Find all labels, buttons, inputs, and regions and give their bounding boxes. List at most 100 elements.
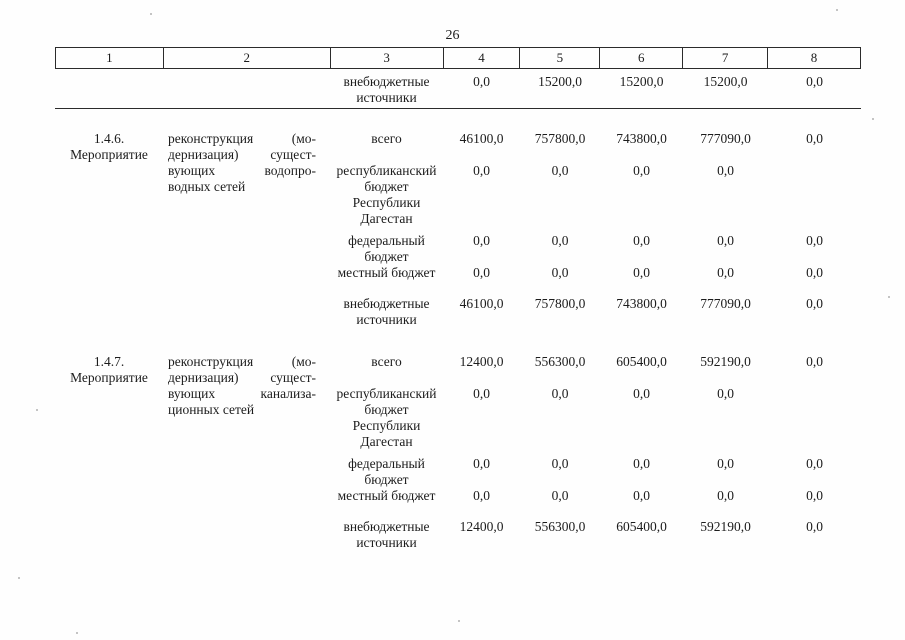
funding-source-cell: внебюджетные источники [330, 519, 443, 551]
value-cell-col8: 0,0 [806, 296, 823, 311]
column-header-4: 4 [444, 48, 521, 68]
funding-source-line: внебюджетные [343, 296, 430, 311]
value-cell-col6: 605400,0 [616, 519, 667, 534]
value-cell-col7: 592190,0 [700, 519, 751, 534]
value-cell-col7: 777090,0 [700, 296, 751, 311]
value-cell-col5: 0,0 [551, 488, 569, 503]
value-cell-col6: 0,0 [633, 163, 650, 178]
value-cell-col6: 743800,0 [616, 131, 667, 146]
funding-source-line: местный бюджет [337, 265, 436, 280]
value-cell-col8: 0,0 [806, 265, 823, 280]
funding-source-cell: местный бюджет [330, 265, 443, 281]
value-cell-col5: 15200,0 [538, 74, 582, 89]
value-cell-col8: 0,0 [806, 131, 823, 146]
funding-source-cell: федеральный бюджет [330, 456, 443, 488]
column-header-3: 3 [331, 48, 444, 68]
funding-source-line: всего [371, 131, 402, 146]
funding-source-cell: всего [330, 354, 443, 370]
value-cell-col4: 0,0 [473, 386, 490, 401]
table-row-republic-budget: республиканский бюджет Республики Дагест… [330, 163, 861, 227]
measure-block-1-4-7: 1.4.7. Мероприятие реконструкция (мо- де… [55, 354, 861, 551]
scan-speck [458, 620, 460, 622]
value-cell-col4: 0,0 [473, 163, 490, 178]
table-header-row: 1 2 3 4 5 6 7 8 [55, 47, 861, 69]
scan-speck [888, 296, 890, 298]
measure-description-cell: реконструкция (мо- дернизация) сущест- в… [163, 354, 330, 418]
value-cell-col4: 46100,0 [459, 131, 504, 146]
scan-speck [872, 118, 874, 120]
scan-speck [18, 577, 20, 579]
value-cell-col7: 0,0 [717, 163, 734, 178]
value-cell-col6: 0,0 [633, 386, 650, 401]
value-cell-col8: 0,0 [806, 488, 823, 503]
value-cell-col8: 0,0 [806, 233, 823, 248]
table-row-continuation: внебюджетные источники 0,0 15200,0 15200… [55, 69, 861, 109]
value-cell-col8: 0,0 [806, 354, 823, 369]
funding-source-line: источники [356, 312, 417, 327]
funding-source-cell: внебюджетные источники [330, 74, 443, 106]
page-number: 26 [445, 28, 460, 43]
table-row-total: всего 46100,0 757800,0 743800,0 777090,0… [330, 131, 861, 147]
measure-label: Мероприятие [70, 147, 148, 162]
measure-number-cell: 1.4.7. Мероприятие [55, 354, 163, 386]
funding-source-cell: республиканский бюджет Республики Дагест… [330, 163, 443, 227]
table-row-local-budget: местный бюджет 0,0 0,0 0,0 0,0 0,0 [330, 265, 861, 281]
value-cell-col5: 0,0 [551, 386, 569, 401]
funding-source-line: всего [371, 354, 402, 369]
funding-source-line: Республики [352, 418, 421, 433]
funding-source-line: внебюджетные [343, 519, 430, 534]
column-header-2: 2 [164, 48, 331, 68]
value-cell-col4: 0,0 [473, 488, 490, 503]
value-cell-col5: 0,0 [551, 265, 569, 280]
value-cell-col7: 592190,0 [700, 354, 751, 369]
funding-source-line: бюджет [364, 179, 409, 194]
value-cell-col4: 0,0 [473, 456, 490, 471]
value-cell-col5: 0,0 [551, 456, 569, 471]
value-cell-col6: 0,0 [633, 488, 650, 503]
value-cell-col5: 0,0 [551, 163, 569, 178]
column-header-5: 5 [520, 48, 601, 68]
funding-source-line: источники [356, 90, 417, 105]
funding-source-cell: федеральный бюджет [330, 233, 443, 265]
value-cell-col6: 0,0 [633, 456, 650, 471]
funding-source-cell: всего [330, 131, 443, 147]
funding-source-line: внебюджетные [343, 74, 430, 89]
value-cell-col6: 0,0 [633, 233, 650, 248]
description-line: реконструкция (мо- [168, 131, 316, 146]
value-cell-col5: 757800,0 [534, 131, 586, 146]
value-cell-col5: 556300,0 [534, 519, 586, 534]
table-row-extrabudgetary: внебюджетные источники 46100,0 757800,0 … [330, 296, 861, 328]
value-cell-col4: 12400,0 [459, 519, 504, 534]
value-cell-col7: 777090,0 [700, 131, 751, 146]
funding-source-cell: местный бюджет [330, 488, 443, 504]
column-header-8: 8 [768, 48, 861, 68]
measure-number-cell: 1.4.6. Мероприятие [55, 131, 163, 163]
value-cell-col8: 0,0 [806, 456, 823, 471]
scan-speck [836, 9, 838, 11]
description-line: дернизация) сущест- [168, 370, 316, 385]
funding-source-line: федеральный [348, 456, 425, 471]
description-line: реконструкция (мо- [168, 354, 316, 369]
value-cell-col5: 556300,0 [534, 354, 586, 369]
value-cell-col6: 15200,0 [619, 74, 664, 89]
funding-source-line: Республики [352, 195, 421, 210]
value-cell-col4: 12400,0 [459, 354, 504, 369]
funding-rows: всего 12400,0 556300,0 605400,0 592190,0… [330, 354, 861, 551]
funding-source-line: источники [356, 535, 417, 550]
value-cell-col6: 743800,0 [616, 296, 667, 311]
funding-source-line: федеральный [348, 233, 425, 248]
measure-label: Мероприятие [70, 370, 148, 385]
table-row-federal-budget: федеральный бюджет 0,0 0,0 0,0 0,0 0,0 [330, 233, 861, 265]
description-line: вующих водопро- [168, 163, 316, 178]
value-cell-col8: 0,0 [806, 74, 823, 89]
value-cell-col7: 0,0 [717, 265, 734, 280]
description-line: дернизация) сущест- [168, 147, 316, 162]
scan-speck [76, 632, 78, 634]
measure-block-1-4-6: 1.4.6. Мероприятие реконструкция (мо- де… [55, 131, 861, 328]
value-cell-col7: 0,0 [717, 233, 734, 248]
funding-source-line: республиканский [336, 386, 437, 401]
funding-source-line: бюджет [364, 472, 409, 487]
funding-source-cell: республиканский бюджет Республики Дагест… [330, 386, 443, 450]
table-row-federal-budget: федеральный бюджет 0,0 0,0 0,0 0,0 0,0 [330, 456, 861, 488]
